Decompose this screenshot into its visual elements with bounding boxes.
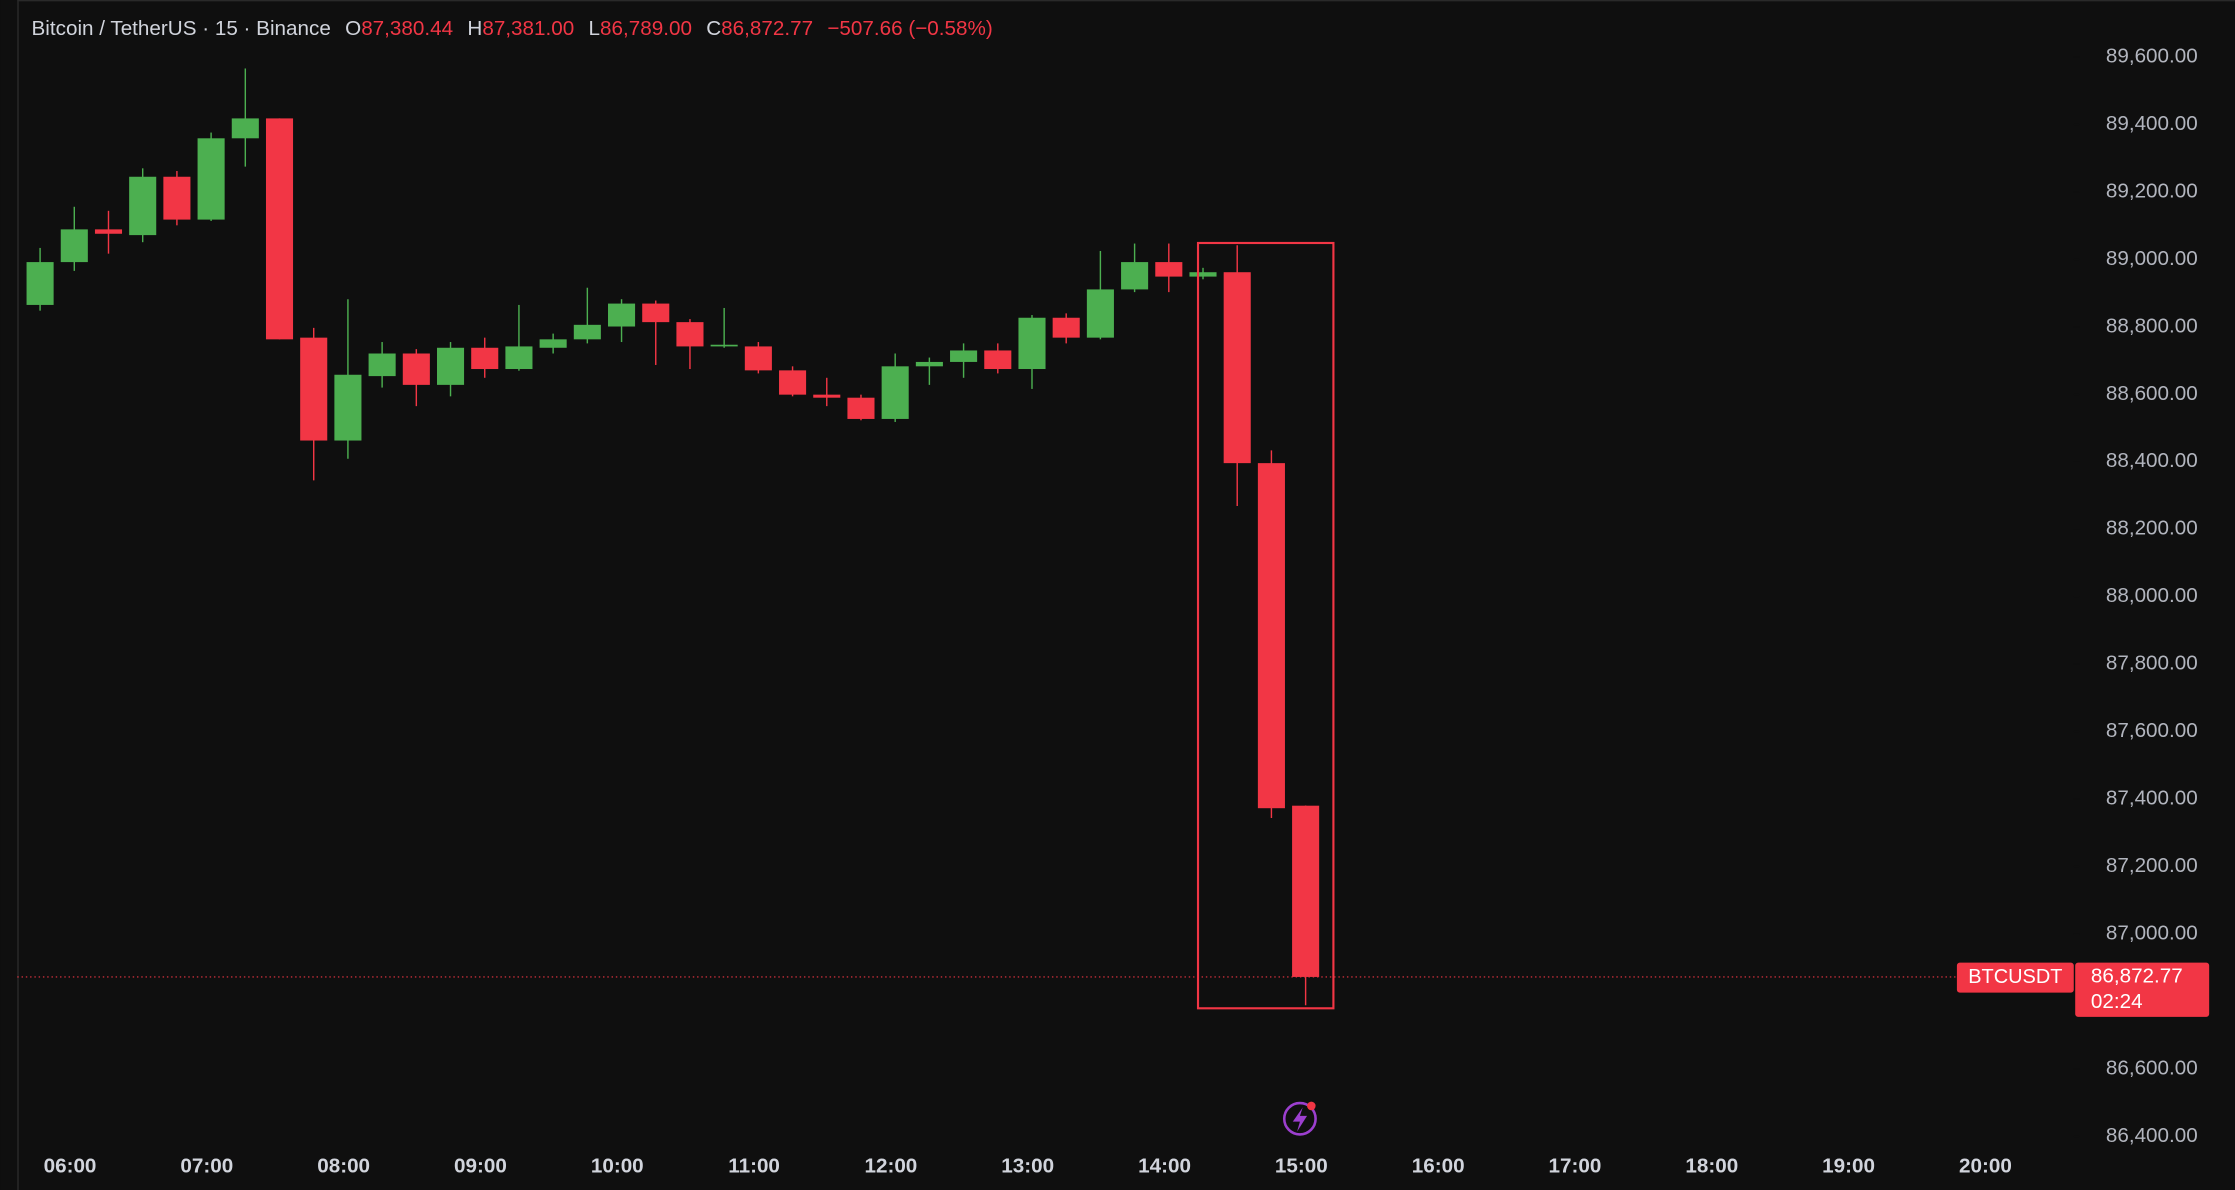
instrument: Bitcoin / TetherUS · 15 · Binance xyxy=(32,17,331,40)
x-tick-label: 13:00 xyxy=(1001,1155,1054,1178)
x-tick-label: 09:00 xyxy=(454,1155,507,1178)
x-tick-label: 15:00 xyxy=(1275,1155,1328,1178)
body xyxy=(334,374,362,441)
y-tick-label: 86,600.00 xyxy=(2106,1056,2198,1079)
x-tick-label: 07:00 xyxy=(180,1155,233,1178)
body xyxy=(231,118,259,139)
body xyxy=(984,350,1012,370)
body xyxy=(539,339,567,348)
body xyxy=(368,353,396,377)
body xyxy=(1155,262,1183,277)
body xyxy=(744,346,772,371)
body xyxy=(1257,463,1285,809)
x-tick-label: 19:00 xyxy=(1822,1155,1875,1178)
icon-dot[interactable] xyxy=(1307,1101,1316,1111)
close-key: C xyxy=(706,17,721,40)
close-value: 86,872.77 xyxy=(721,17,813,40)
body xyxy=(436,347,465,385)
low-key: L xyxy=(589,17,601,40)
body xyxy=(1189,272,1217,277)
x-tick-label: 11:00 xyxy=(728,1155,780,1178)
body xyxy=(265,118,294,340)
open-value: 87,380.44 xyxy=(361,17,453,40)
body xyxy=(881,366,909,419)
body xyxy=(608,303,636,327)
x-tick-label: 12:00 xyxy=(864,1155,917,1178)
icon-ring[interactable] xyxy=(1282,1101,1317,1136)
lightning-icon[interactable] xyxy=(1282,1101,1317,1136)
body xyxy=(642,303,670,323)
header: Bitcoin / TetherUS · 15 · Binance O87,38… xyxy=(32,17,993,40)
body xyxy=(779,370,807,395)
y-tick-label: 87,600.00 xyxy=(2106,719,2198,742)
body xyxy=(1052,317,1080,338)
y-tick-label: 88,200.00 xyxy=(2106,517,2198,540)
body xyxy=(1018,317,1046,370)
icon-bolt[interactable] xyxy=(1292,1107,1308,1132)
candles xyxy=(26,68,1320,1006)
symbol-tag xyxy=(1956,962,2074,993)
body xyxy=(915,361,943,367)
y-tick-label: 88,600.00 xyxy=(2106,382,2198,405)
y-tick-label: 86,400.00 xyxy=(2106,1124,2198,1147)
body xyxy=(60,229,88,263)
price-tag xyxy=(2075,962,2210,1017)
body xyxy=(1292,805,1320,977)
y-tick-label: 89,200.00 xyxy=(2106,179,2198,202)
body xyxy=(505,346,533,370)
open-key: O xyxy=(345,17,361,40)
y-tick-label: 89,000.00 xyxy=(2106,247,2198,270)
body xyxy=(300,337,328,441)
y-tick-label: 88,000.00 xyxy=(2106,584,2198,607)
y-tick-label: 89,400.00 xyxy=(2106,112,2198,135)
low-value: 86,789.00 xyxy=(600,17,692,40)
x-tick-label: 14:00 xyxy=(1138,1155,1191,1178)
x-tick-label: 06:00 xyxy=(44,1155,97,1178)
high-value: 87,381.00 xyxy=(482,17,574,40)
x-tick-label: 16:00 xyxy=(1412,1155,1465,1178)
y-tick-label: 87,800.00 xyxy=(2106,652,2198,675)
price-tag-text: 86,872.77 xyxy=(2091,964,2183,987)
body xyxy=(573,324,601,340)
body xyxy=(813,394,841,398)
body xyxy=(402,353,430,385)
y-tick-label: 87,200.00 xyxy=(2106,854,2198,877)
body xyxy=(1223,272,1251,464)
body xyxy=(676,322,704,347)
body xyxy=(950,350,978,362)
y-tick-label: 87,000.00 xyxy=(2106,921,2198,944)
y-tick-label: 88,400.00 xyxy=(2106,449,2198,472)
high-key: H xyxy=(467,17,482,40)
body xyxy=(163,176,191,220)
body xyxy=(847,397,875,419)
body xyxy=(129,176,157,236)
body xyxy=(26,262,54,305)
body xyxy=(471,347,499,370)
y-tick-label: 88,800.00 xyxy=(2106,314,2198,337)
x-tick-label: 08:00 xyxy=(317,1155,370,1178)
body xyxy=(1121,262,1149,290)
x-tick-label: 20:00 xyxy=(1959,1155,2012,1178)
body xyxy=(94,229,123,234)
countdown-text: 02:24 xyxy=(2091,990,2143,1013)
x-tick-label: 18:00 xyxy=(1685,1155,1738,1178)
y-tick-label: 87,400.00 xyxy=(2106,787,2198,810)
body xyxy=(710,344,738,347)
x-tick-label: 17:00 xyxy=(1549,1155,1602,1178)
change: −507.66 (−0.58%) xyxy=(827,17,992,40)
y-tick-label: 89,600.00 xyxy=(2106,44,2198,67)
symbol-tag-text: BTCUSDT xyxy=(1968,966,2062,988)
body xyxy=(1086,289,1114,338)
highlight-box xyxy=(1196,241,1335,1010)
body xyxy=(197,138,225,220)
x-tick-label: 10:00 xyxy=(591,1155,644,1178)
